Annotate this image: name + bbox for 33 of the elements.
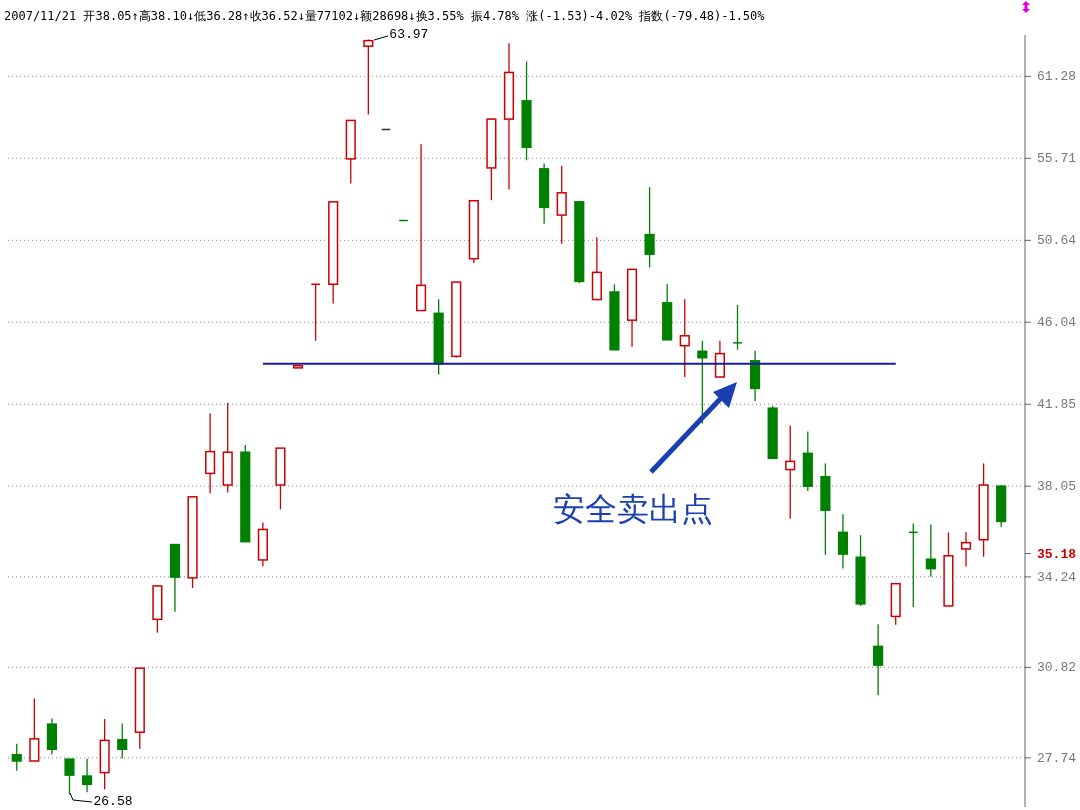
candlestick — [732, 304, 743, 351]
candlestick — [205, 412, 216, 494]
annotation: 26.58 — [93, 793, 133, 809]
candlestick — [714, 340, 726, 378]
y-tick-label: 61.28 — [1037, 69, 1077, 85]
chart-subtitle: 2007/11/21 开38.05↑高38.10↓低36.28↑收36.52↓量77102↓额28698↓换3.55% 振4.78% 涨(-1.53)-4.02% 指数(-79.48)-1.50% — [4, 8, 765, 25]
annotation: 63.97 — [389, 27, 429, 43]
candlestick — [873, 623, 884, 696]
y-tick-label: 27.74 — [1037, 750, 1077, 766]
annotation: 安全卖出点 — [553, 489, 713, 530]
y-tick-label: 46.04 — [1037, 315, 1077, 331]
y-tick-label: 34.24 — [1037, 569, 1077, 585]
candlestick — [310, 283, 321, 342]
candlestick — [925, 523, 936, 578]
candlestick — [81, 758, 93, 794]
candlestick — [117, 722, 128, 760]
candlestick — [697, 340, 708, 425]
candlestick — [960, 531, 972, 568]
candlestick — [644, 186, 655, 269]
candlestick — [679, 298, 690, 378]
candlestick — [785, 424, 796, 520]
candlestick — [556, 165, 567, 245]
y-tick-label: 50.64 — [1037, 233, 1077, 249]
y-tick-label: 35.18 — [1037, 546, 1077, 562]
candlestick — [837, 513, 849, 570]
y-tick-label: 30.82 — [1037, 660, 1077, 676]
candlestick — [363, 38, 374, 116]
y-tick-label: 38.05 — [1037, 479, 1077, 495]
y-tick-label: 55.71 — [1037, 151, 1077, 167]
y-tick-label: 41.85 — [1037, 397, 1077, 413]
candlestick — [64, 758, 75, 796]
candlestick — [11, 743, 22, 772]
candlestick — [29, 697, 40, 762]
